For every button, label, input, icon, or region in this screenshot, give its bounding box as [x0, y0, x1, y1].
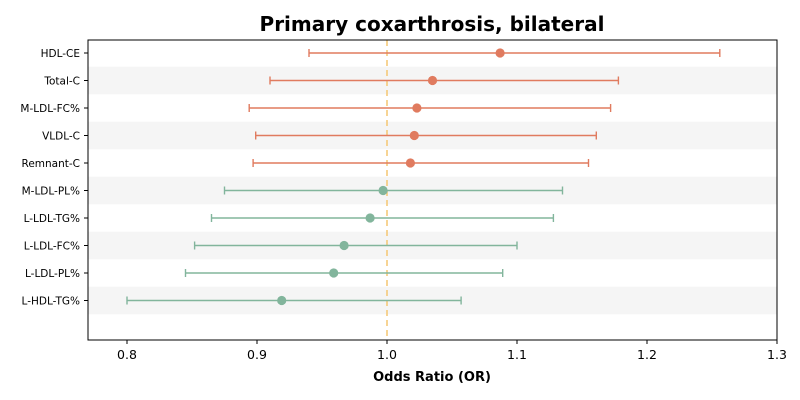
or-point: [495, 48, 505, 58]
or-point: [427, 75, 438, 86]
category-label: Total-C: [43, 76, 80, 88]
data-marks: [126, 48, 721, 306]
or-point: [409, 130, 419, 141]
or-point: [365, 213, 375, 223]
x-tick-label: 0.8: [117, 347, 137, 362]
category-label: M-LDL-PL%: [22, 186, 80, 198]
x-tick-label: 1.3: [767, 347, 787, 362]
category-label: L-LDL-FC%: [24, 241, 80, 253]
category-label: L-HDL-TG%: [22, 296, 80, 308]
category-label: VLDL-C: [42, 131, 80, 143]
category-label: HDL-CE: [41, 48, 80, 60]
x-tick-label: 0.9: [247, 347, 267, 362]
or-point: [329, 268, 339, 278]
x-tick-label: 1.1: [507, 347, 527, 362]
category-label: Remnant-C: [22, 158, 81, 170]
or-point: [412, 103, 422, 113]
x-tick-label: 1.2: [637, 347, 657, 362]
chart-title: Primary coxarthrosis, bilateral: [260, 12, 605, 36]
or-point: [277, 295, 287, 306]
category-label: M-LDL-FC%: [20, 103, 80, 115]
category-label: L-LDL-TG%: [24, 213, 80, 225]
x-axis-label: Odds Ratio (OR): [373, 370, 491, 385]
x-axis: 0.8 0.9 1.0 1.1 1.2 1.3: [117, 340, 787, 362]
category-label: L-LDL-PL%: [25, 268, 80, 280]
or-point: [405, 158, 415, 168]
x-tick-label: 1.0: [377, 347, 397, 362]
or-point: [339, 240, 349, 251]
y-axis: HDL-CE Total-C M-LDL-FC% VLDL-C Remnant-C M-L…: [20, 48, 88, 308]
or-point: [378, 185, 388, 196]
